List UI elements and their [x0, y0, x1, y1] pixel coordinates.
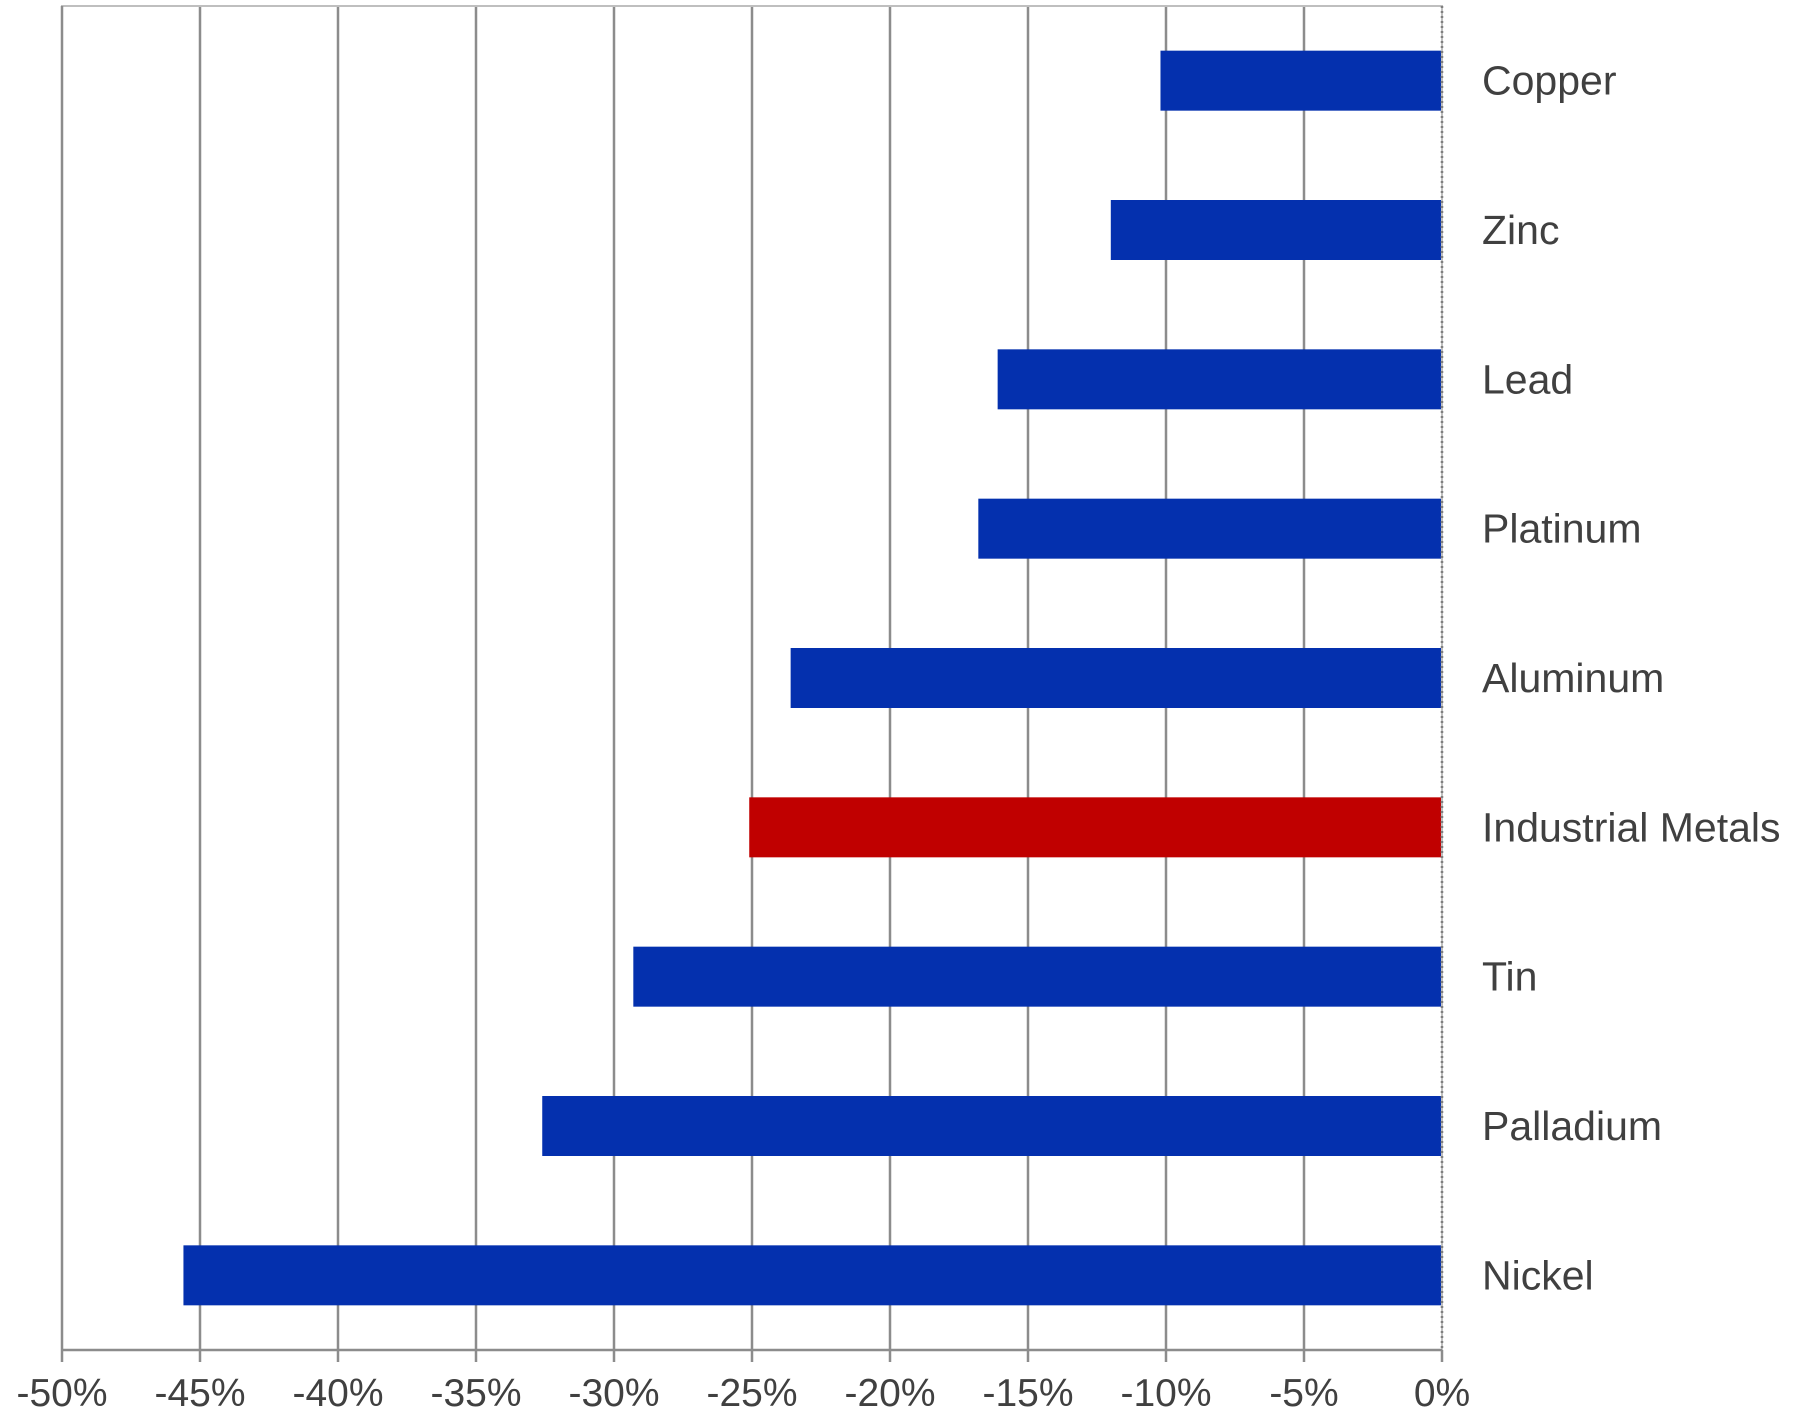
category-label: Lead [1482, 356, 1573, 402]
category-label: Tin [1482, 954, 1537, 1000]
category-label: Zinc [1482, 207, 1559, 253]
x-tick-label: -15% [982, 1372, 1073, 1415]
bar-aluminum [790, 648, 1442, 708]
x-tick-label: -10% [1120, 1372, 1211, 1415]
axes [60, 5, 1444, 1362]
x-tick-label: -40% [292, 1372, 383, 1415]
x-tick-label: -25% [706, 1372, 797, 1415]
bar-palladium [542, 1096, 1442, 1156]
x-tick-label: -5% [1269, 1372, 1338, 1415]
x-tick-label: 0% [1414, 1372, 1470, 1415]
bar-industrial-metals [749, 797, 1442, 858]
bar-lead [997, 349, 1442, 410]
x-tick-labels: -50% -45% -40% -35% -30% -25% -20% -15% -10% -5% 0… [16, 1372, 1470, 1415]
x-tick-label: -50% [16, 1372, 107, 1415]
bar-nickel [183, 1245, 1443, 1306]
category-label: Copper [1482, 58, 1616, 104]
category-label: Nickel [1482, 1252, 1594, 1298]
category-label: Palladium [1482, 1103, 1662, 1149]
x-tick-label: -20% [844, 1372, 935, 1415]
bar-tin [633, 946, 1442, 1007]
x-tick-label: -35% [430, 1372, 521, 1415]
category-label: Platinum [1482, 506, 1642, 552]
category-labels: Copper Zinc Lead Platinum Aluminum Industrial… [1482, 58, 1781, 1299]
category-label: Aluminum [1482, 655, 1664, 701]
category-label: Industrial Metals [1482, 804, 1781, 850]
bar-zinc [1110, 200, 1442, 260]
bars [183, 50, 1443, 1306]
bar-copper [1160, 50, 1442, 111]
x-tick-label: -30% [568, 1372, 659, 1415]
bar-platinum [978, 498, 1442, 559]
x-tick-label: -45% [154, 1372, 245, 1415]
